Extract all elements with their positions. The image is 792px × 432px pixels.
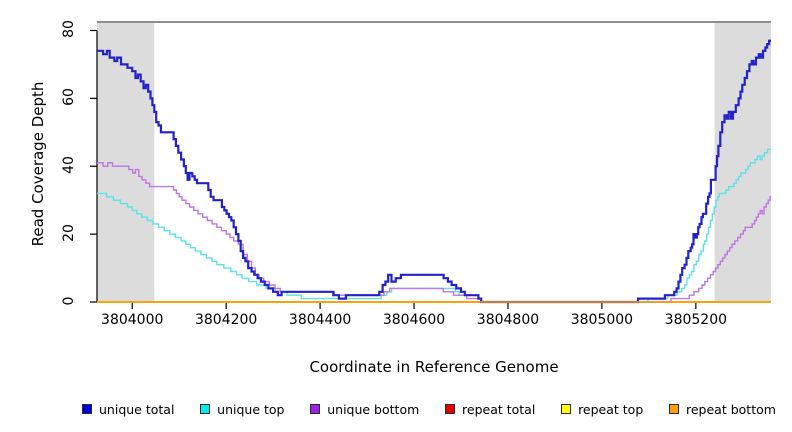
x-tick-label: 3804200 bbox=[194, 312, 258, 328]
legend-swatch bbox=[445, 404, 456, 414]
series-unique-total bbox=[97, 39, 771, 304]
x-tick-label: 3804000 bbox=[101, 312, 164, 328]
series-unique-top bbox=[97, 148, 771, 303]
series-unique-bottom bbox=[97, 162, 771, 303]
y-tick-label: 60 bbox=[61, 88, 77, 107]
legend-label: repeat total bbox=[462, 401, 536, 417]
x-tick-label: 3805000 bbox=[570, 312, 634, 328]
legend-label: repeat top bbox=[578, 401, 644, 417]
x-tick-label: 3804600 bbox=[382, 312, 446, 328]
legend-label: unique total bbox=[99, 401, 175, 417]
y-tick-label: 0 bbox=[61, 296, 77, 306]
y-tick-label: 40 bbox=[61, 156, 77, 175]
x-tick-label: 3804400 bbox=[288, 312, 352, 328]
y-tick-label: 20 bbox=[61, 224, 77, 243]
shaded-region bbox=[97, 22, 155, 302]
legend-item: repeat top bbox=[561, 402, 643, 417]
legend: unique total unique top unique bottom repea… bbox=[82, 399, 776, 419]
legend-item: repeat bottom bbox=[669, 402, 776, 417]
y-tick-label: 80 bbox=[61, 20, 77, 39]
legend-label: unique top bbox=[217, 401, 285, 417]
legend-item: unique top bbox=[200, 402, 284, 417]
x-tick-label: 3805200 bbox=[664, 312, 728, 328]
legend-item: unique bottom bbox=[310, 402, 419, 417]
x-tick-label: 3804800 bbox=[476, 312, 540, 328]
legend-swatch bbox=[561, 404, 572, 414]
y-axis-title: Read Coverage Depth bbox=[29, 81, 47, 247]
legend-item: repeat total bbox=[445, 402, 535, 417]
x-axis-title: Coordinate in Reference Genome bbox=[309, 358, 559, 376]
legend-label: unique bottom bbox=[327, 401, 420, 417]
legend-swatch bbox=[310, 404, 321, 414]
legend-swatch bbox=[200, 404, 211, 414]
legend-swatch bbox=[82, 404, 92, 414]
legend-swatch bbox=[669, 404, 679, 414]
legend-item: unique total bbox=[82, 402, 174, 417]
shaded-region bbox=[714, 22, 771, 302]
legend-label: repeat bottom bbox=[686, 401, 776, 417]
